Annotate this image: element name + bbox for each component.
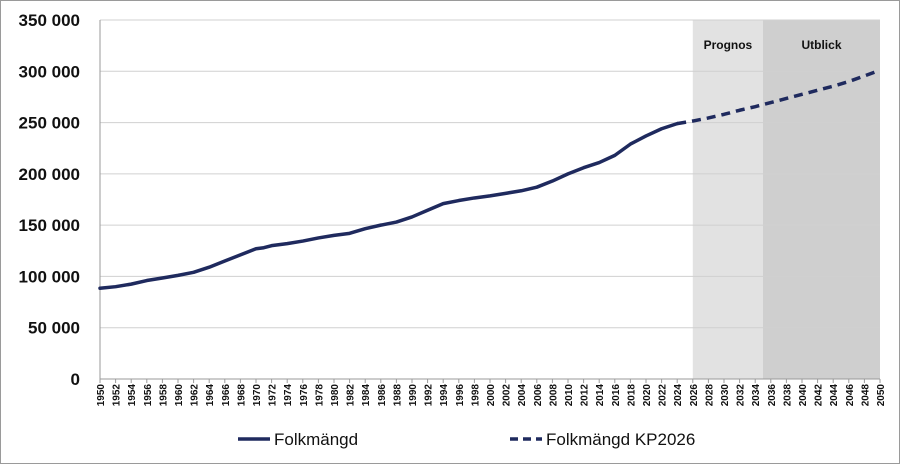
x-tick-label: 1984 (361, 384, 372, 407)
x-tick-label: 2028 (704, 384, 715, 407)
y-tick-label: 100 000 (19, 267, 80, 286)
x-tick-label: 1980 (330, 384, 341, 407)
x-tick-label: 1998 (470, 384, 481, 407)
y-tick-label: 50 000 (28, 319, 80, 338)
x-tick-label: 2026 (689, 384, 700, 407)
series-line-observed (98, 121, 679, 290)
x-tick-label: 2006 (533, 384, 544, 407)
x-tick-label: 1976 (299, 384, 310, 407)
x-tick-label: 1990 (408, 384, 419, 407)
y-tick-label: 200 000 (19, 165, 80, 184)
x-tick-label: 2022 (658, 384, 669, 407)
x-tick-label: 2046 (845, 384, 856, 407)
x-tick-label: 2040 (798, 384, 809, 407)
forecast-regions: Prognos Utblick (692, 20, 880, 379)
x-tick-label: 1972 (268, 384, 279, 407)
x-tick-label: 1994 (439, 384, 450, 407)
x-tick-label: 2030 (720, 384, 731, 407)
y-axis: 0 50 000 100 000 150 000 200 000 250 000 300 0… (19, 11, 101, 389)
x-axis: 1950 1952 1954 1956 1958 1960 1962 1964 1966 1968… (96, 378, 887, 407)
x-tick-label: 1988 (392, 384, 403, 407)
x-tick-label: 1962 (190, 384, 201, 407)
x-tick-label: 2044 (829, 384, 840, 407)
y-tick-label: 350 000 (19, 11, 80, 30)
x-tick-label: 1970 (252, 384, 263, 407)
legend: Folkmängd Folkmängd KP2026 (238, 430, 695, 449)
x-tick-label: 2032 (736, 384, 747, 407)
y-tick-label: 300 000 (19, 62, 80, 81)
legend-label: Folkmängd KP2026 (546, 430, 695, 449)
x-tick-label: 2014 (595, 384, 606, 407)
x-tick-label: 2010 (564, 384, 575, 407)
region-prognos (692, 20, 763, 379)
x-tick-label: 2048 (860, 384, 871, 407)
y-tick-label: 0 (71, 370, 80, 389)
region-label-utblick: Utblick (801, 38, 841, 52)
region-label-prognos: Prognos (704, 38, 753, 52)
x-tick-label: 2004 (517, 384, 528, 407)
x-tick-label: 1950 (96, 384, 107, 407)
x-tick-label: 2034 (751, 384, 762, 407)
x-tick-label: 2008 (548, 384, 559, 407)
legend-label: Folkmängd (274, 430, 358, 449)
x-tick-label: 2016 (611, 384, 622, 407)
x-tick-label: 1986 (377, 384, 388, 407)
x-tick-label: 1964 (205, 384, 216, 407)
x-tick-label: 2018 (626, 384, 637, 407)
x-tick-label: 2042 (814, 384, 825, 407)
x-tick-label: 2020 (642, 384, 653, 407)
x-tick-label: 1966 (221, 384, 232, 407)
region-utblick (763, 20, 880, 379)
x-tick-label: 1956 (143, 384, 154, 407)
x-tick-label: 2002 (502, 384, 513, 407)
x-tick-label: 2000 (486, 384, 497, 407)
x-tick-label: 1952 (112, 384, 123, 407)
x-tick-label: 2012 (580, 384, 591, 407)
x-tick-label: 1974 (283, 384, 294, 407)
gridlines (100, 19, 880, 329)
x-tick-label: 1992 (424, 384, 435, 407)
y-tick-label: 250 000 (19, 114, 80, 133)
x-tick-label: 1996 (455, 384, 466, 407)
x-tick-label: 1978 (314, 384, 325, 407)
x-tick-label: 2050 (876, 384, 887, 407)
x-tick-label: 1958 (158, 384, 169, 407)
series-line-forecast (676, 68, 881, 126)
x-tick-label: 2038 (782, 384, 793, 407)
x-tick-label: 1960 (174, 384, 185, 407)
x-tick-label: 1954 (127, 384, 138, 407)
x-tick-label: 2024 (673, 384, 684, 407)
y-tick-label: 150 000 (19, 216, 80, 235)
x-tick-label: 2036 (767, 384, 778, 407)
series-lines (98, 68, 881, 290)
x-tick-label: 1968 (236, 384, 247, 407)
x-tick-label: 1982 (346, 384, 357, 407)
